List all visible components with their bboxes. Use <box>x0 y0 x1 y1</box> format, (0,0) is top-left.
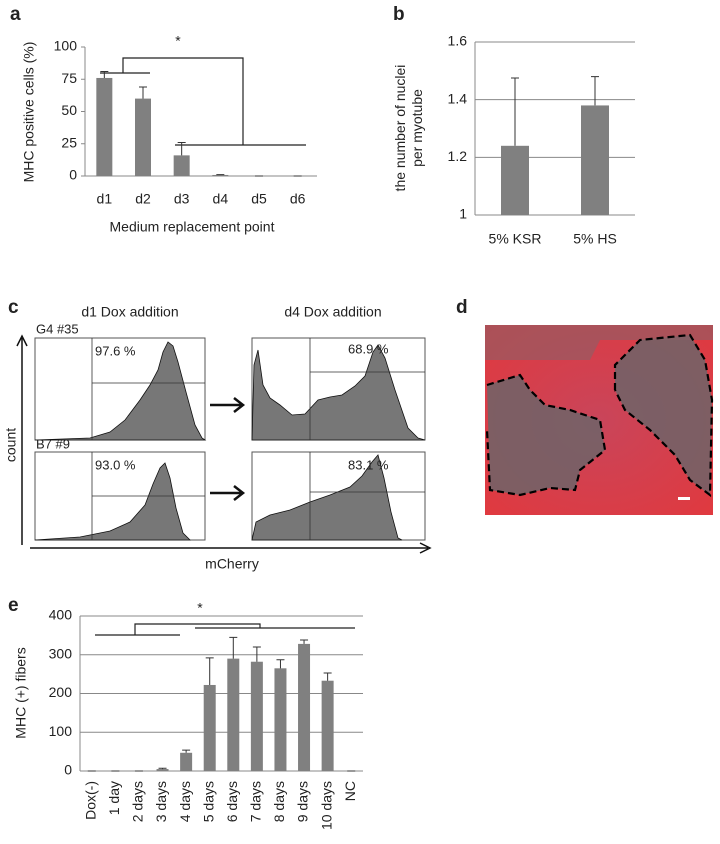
annotation: * <box>197 600 203 616</box>
x-tick-label: NC <box>342 781 358 801</box>
panel-label: b <box>393 4 405 25</box>
x-tick-label: 9 days <box>295 781 311 822</box>
error-bar <box>300 639 309 644</box>
bar <box>203 684 216 771</box>
bar <box>274 668 287 771</box>
y-tick-label: 300 <box>49 645 73 661</box>
x-tick-label: d3 <box>174 191 190 207</box>
y-tick-label: 1.2 <box>448 148 468 164</box>
y-tick-label: 1.6 <box>448 33 468 49</box>
x-tick-label: 5% KSR <box>489 231 542 247</box>
gate-percent: 68.9 % <box>348 341 389 356</box>
x-tick-label: d4 <box>213 191 229 207</box>
axis-label: count <box>3 428 19 462</box>
y-tick-label: 25 <box>61 134 77 150</box>
y-tick-label: 100 <box>49 723 73 739</box>
x-tick-label: d2 <box>135 191 151 207</box>
x-tick-label: 2 days <box>130 781 146 822</box>
x-tick-label: Dox(-) <box>82 781 98 820</box>
error-bar <box>276 659 285 669</box>
flow-panel: c d1 Dox addition d4 Dox addition G4 #35… <box>3 297 432 572</box>
x-tick-label: 3 days <box>153 781 169 822</box>
x-tick-label: d6 <box>290 191 306 207</box>
bar <box>173 155 190 176</box>
error-bar <box>591 76 599 106</box>
error-bar <box>229 636 238 659</box>
panel-label: a <box>10 4 21 25</box>
annotation: * <box>175 33 181 49</box>
error-bar <box>323 672 332 681</box>
histogram <box>34 341 426 541</box>
error-bar <box>100 71 109 78</box>
y-tick-label: 0 <box>64 762 72 778</box>
x-tick-label: 6 days <box>224 781 240 822</box>
y-axis-label: MHC positive cells (%) <box>21 42 37 183</box>
error-bar <box>139 86 147 99</box>
y-axis-label: the number of nuclei <box>392 65 408 192</box>
bar <box>180 752 193 771</box>
y-tick-label: 1.4 <box>448 90 468 106</box>
x-tick-label: 1 day <box>106 781 122 815</box>
bar <box>321 680 334 771</box>
gate-percent: 83.1 % <box>348 457 389 472</box>
bar <box>227 658 240 771</box>
bar <box>581 105 609 215</box>
x-axis-label: Medium replacement point <box>110 219 275 235</box>
y-tick-label: 100 <box>54 38 78 54</box>
significance-bracket <box>95 623 355 636</box>
gate-percent: 97.6 % <box>95 343 136 358</box>
gate-percent: 93.0 % <box>95 457 136 472</box>
y-tick-label: 200 <box>49 684 73 700</box>
x-tick-label: 10 days <box>318 781 334 830</box>
error-bar <box>252 646 261 662</box>
significance-bracket <box>100 57 306 146</box>
micrograph-panel: d <box>456 297 714 515</box>
bar <box>501 145 529 215</box>
column-title: d4 Dox addition <box>284 304 381 320</box>
error-bar <box>205 657 214 685</box>
y-tick-label: 50 <box>61 102 77 118</box>
x-tick-label: 7 days <box>248 781 264 822</box>
y-tick-label: 400 <box>49 607 73 623</box>
error-bar <box>177 141 186 156</box>
column-title: d1 Dox addition <box>81 304 178 320</box>
x-tick-label: d1 <box>97 191 113 207</box>
bar <box>298 643 311 771</box>
axis-label: mCherry <box>205 556 259 572</box>
error-bar <box>158 767 167 770</box>
error-bar <box>511 77 519 146</box>
row-title: G4 #35 <box>36 321 79 336</box>
bar <box>156 769 169 771</box>
bar <box>96 77 113 176</box>
x-tick-label: 8 days <box>271 781 287 822</box>
y-tick-label: 0 <box>69 167 77 183</box>
x-tick-label: 5 days <box>200 781 216 822</box>
bar <box>135 98 151 176</box>
panel-label: d <box>456 297 468 318</box>
y-axis-label: MHC (+) fibers <box>13 647 29 738</box>
x-tick-label: d5 <box>251 191 267 207</box>
y-axis-label: per myotube <box>409 89 425 167</box>
error-bar <box>182 749 191 753</box>
panel-label: c <box>8 297 19 318</box>
bar <box>212 174 229 176</box>
x-tick-label: 4 days <box>177 781 193 822</box>
x-tick-label: 5% HS <box>573 231 617 247</box>
y-tick-label: 75 <box>61 70 77 86</box>
y-tick-label: 1 <box>459 206 467 222</box>
bar <box>250 661 263 771</box>
panel-label: e <box>8 595 19 616</box>
